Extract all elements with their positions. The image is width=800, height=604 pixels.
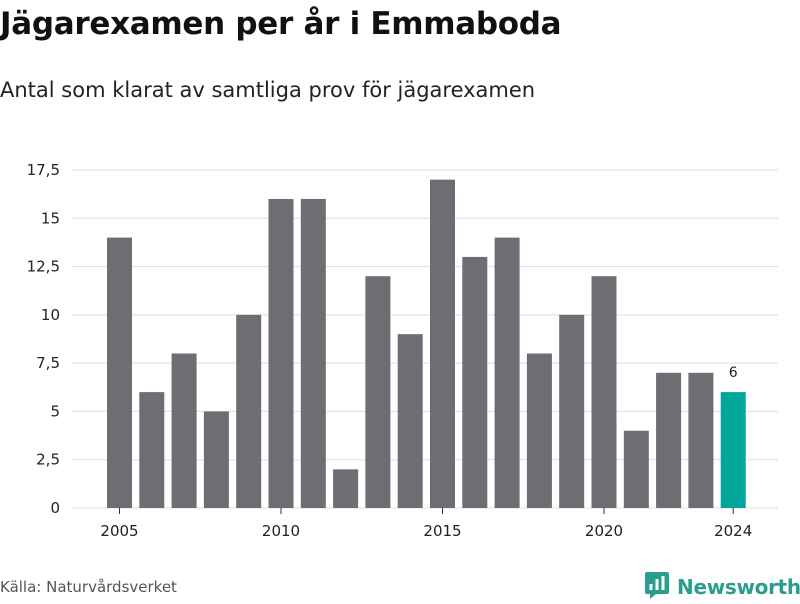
x-tick-label: 2010	[262, 522, 300, 540]
source-note: Källa: Naturvårdsverket	[0, 578, 177, 596]
y-tick-label: 7,5	[36, 354, 60, 372]
bar-2019	[559, 314, 585, 508]
bar-2017	[494, 237, 520, 508]
bar-2007	[171, 353, 197, 508]
y-tick-label: 5	[50, 402, 60, 420]
y-tick-label: 10	[41, 306, 60, 324]
y-tick-label: 12,5	[27, 258, 60, 276]
data-labels: 6	[729, 365, 738, 381]
bar-2009	[236, 314, 262, 508]
brand-name: Newsworthy	[677, 575, 800, 599]
x-tick-label: 2015	[423, 522, 461, 540]
bar-2015	[430, 179, 455, 508]
y-tick-label: 0	[50, 499, 60, 517]
x-tick-label: 2024	[714, 522, 752, 540]
x-axis: 2005 2010 2015 2020 2024	[100, 508, 752, 540]
bar-2013	[365, 276, 391, 508]
y-tick-label: 2,5	[36, 451, 60, 469]
x-tick-label: 2005	[100, 522, 138, 540]
brand-logo[interactable]: Newsworthy	[644, 570, 800, 604]
y-tick-label: 15	[41, 209, 60, 227]
grid-lines	[72, 169, 778, 509]
bar-2014	[397, 334, 423, 508]
chart-title: Jägarexamen per år i Emmaboda	[0, 6, 562, 42]
bar-2011	[300, 198, 326, 508]
bars	[107, 179, 746, 508]
bar-2020	[591, 276, 617, 508]
data-label-2024: 6	[729, 365, 738, 381]
bar-2018	[526, 353, 552, 508]
chart-subtitle: Antal som klarat av samtliga prov för jä…	[0, 78, 536, 102]
bar-2024	[720, 392, 746, 508]
bar-2008	[203, 411, 229, 508]
bar-2005	[107, 237, 132, 508]
y-axis: 0 2,5 5 7,5 10 12,5 15 17,5	[27, 161, 60, 517]
bar-2006	[139, 392, 165, 508]
bar-2016	[462, 256, 488, 508]
x-tick-label: 2020	[585, 522, 623, 540]
bar-2023	[688, 372, 714, 508]
bar-2022	[656, 372, 682, 508]
bar-2012	[333, 469, 359, 508]
y-tick-label: 17,5	[27, 161, 60, 179]
bar-2010	[268, 198, 294, 508]
bar-chart-speech-bubble-icon	[644, 570, 670, 604]
bar-2021	[623, 430, 649, 508]
